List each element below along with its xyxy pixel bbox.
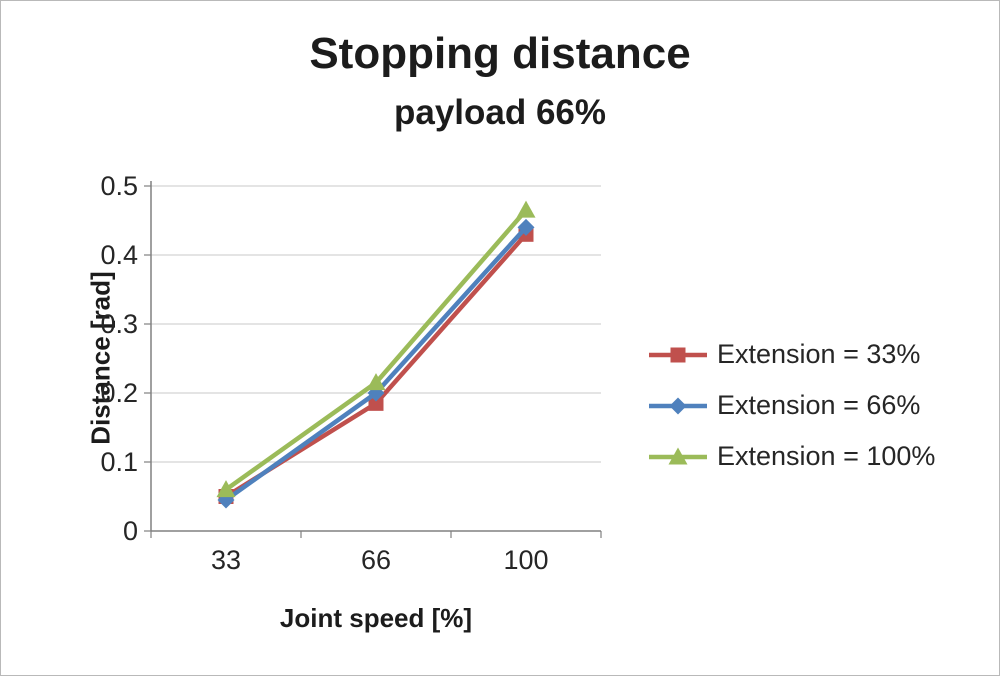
chart-subtitle: payload 66%	[393, 93, 607, 132]
diamond-marker-icon	[649, 397, 707, 414]
legend-label: Extension = 66%	[717, 390, 921, 420]
chart-title: Stopping distance	[309, 29, 691, 78]
svg-text:0: 0	[123, 516, 138, 546]
svg-text:66: 66	[361, 545, 391, 575]
plot-area: 0 0.1 0.2 0.3 0.4 0.5 33 66 100	[100, 171, 602, 575]
x-axis-title: Joint speed [%]	[279, 603, 473, 633]
square-marker-icon	[649, 347, 707, 362]
triangle-marker-icon	[649, 447, 707, 464]
svg-text:0.5: 0.5	[100, 171, 138, 201]
svg-text:100: 100	[503, 545, 548, 575]
legend-item: Extension = 66%	[647, 390, 935, 421]
svg-text:0.3: 0.3	[100, 309, 138, 339]
chart-legend: Extension = 33% Extension = 66% Extensio…	[647, 339, 935, 472]
legend-label: Extension = 33%	[717, 339, 921, 369]
svg-text:0.4: 0.4	[100, 240, 138, 270]
legend-item: Extension = 33%	[647, 339, 935, 370]
svg-text:33: 33	[211, 545, 241, 575]
legend-item: Extension = 100%	[647, 441, 935, 472]
svg-text:0.2: 0.2	[100, 378, 138, 408]
legend-label: Extension = 100%	[717, 441, 936, 471]
svg-text:0.1: 0.1	[100, 447, 138, 477]
